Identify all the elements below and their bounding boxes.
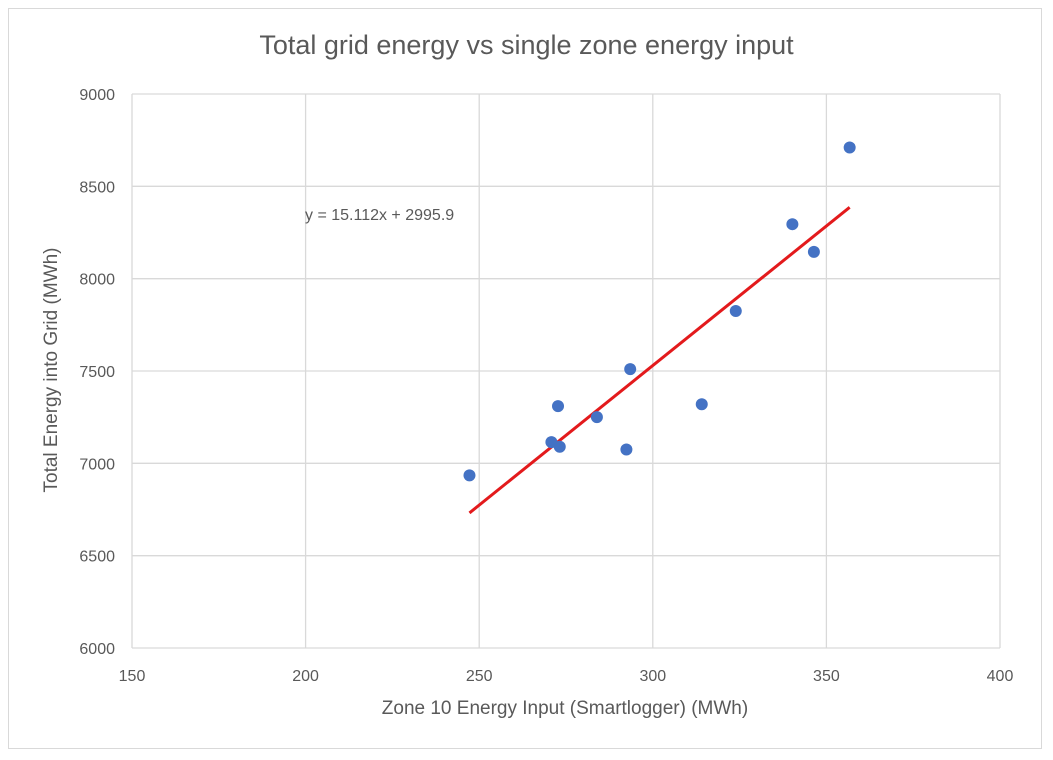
- y-tick-label: 6000: [79, 641, 115, 658]
- data-point: [590, 411, 603, 424]
- data-point: [463, 469, 476, 482]
- data-point: [553, 440, 566, 453]
- chart-frame: [8, 8, 1042, 749]
- y-tick-label: 6500: [79, 549, 115, 566]
- x-tick-label: 250: [466, 668, 493, 685]
- trendline-group: [468, 206, 851, 515]
- data-point: [786, 218, 799, 231]
- x-tick-label: 300: [639, 668, 666, 685]
- data-point: [620, 443, 633, 456]
- data-point: [843, 141, 856, 154]
- data-point: [695, 398, 708, 411]
- y-tick-labels: 6000 6500 7000 7500 8000 8500 9000: [79, 87, 115, 658]
- y-tick-label: 7500: [79, 364, 115, 381]
- y-tick-label: 7000: [79, 456, 115, 473]
- x-tick-label: 350: [813, 668, 840, 685]
- y-tick-label: 8000: [79, 272, 115, 289]
- data-point: [729, 304, 742, 317]
- x-axis-title: Zone 10 Energy Input (Smartlogger) (MWh): [381, 698, 749, 719]
- chart-title: Total grid energy vs single zone energy …: [259, 30, 794, 60]
- horizontal-gridlines: [132, 93, 1000, 649]
- data-point: [552, 400, 565, 413]
- data-point: [807, 245, 820, 258]
- y-tick-label: 8500: [79, 179, 115, 196]
- trendline: [468, 206, 851, 515]
- x-tick-label: 200: [292, 668, 319, 685]
- trendline-equation: y = 15.112x + 2995.9: [305, 207, 454, 224]
- x-tick-labels: 150 200 250 300 350 400: [119, 668, 1014, 685]
- data-point: [624, 363, 637, 376]
- y-axis-title: Total Energy into Grid (MWh): [41, 247, 62, 493]
- x-tick-label: 400: [987, 668, 1014, 685]
- data-points: [463, 141, 856, 482]
- x-tick-label: 150: [119, 668, 146, 685]
- y-tick-label: 9000: [79, 87, 115, 104]
